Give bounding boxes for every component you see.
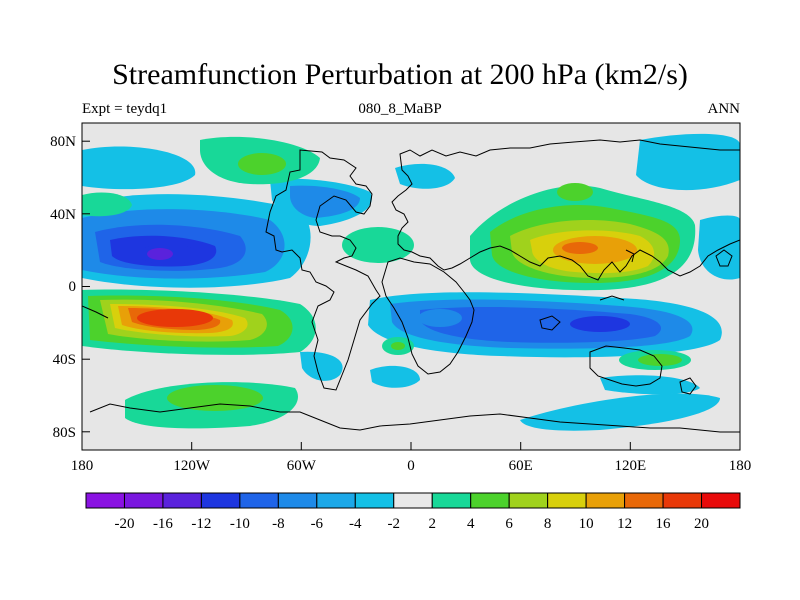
colorbar-label: -16 [153,516,173,532]
chart-title: Streamfunction Perturbation at 200 hPa (… [112,58,688,91]
contour-region-eurasia-high [470,183,696,291]
lon-tick-label: 180 [71,458,94,474]
colorbar-box [508,492,549,509]
lat-tick-label: 0 [69,279,77,295]
latitude-labels: 80N 40N 0 40S 80S [50,134,76,441]
colorbar-label: -6 [311,516,324,532]
colorbar-box [470,492,510,509]
lon-tick-label: 120W [173,458,211,474]
colorbar-label: 2 [428,516,436,532]
time-label: 080_8_MaBP [358,101,442,117]
colorbar-box [239,492,279,509]
lon-tick-label: 60W [287,458,317,474]
colorbar-box [624,492,664,509]
lat-tick-label: 80N [50,134,76,150]
lat-tick-label: 80S [53,425,76,441]
coastlines [82,139,740,433]
lat-tick-label: 40S [53,352,76,368]
colorbar-box [200,492,241,509]
colorbar-box [162,492,202,509]
lon-tick-label: 180 [729,458,752,474]
colorbar-box [547,492,587,509]
colorbar-label: 8 [544,516,552,532]
colorbar-box [431,492,472,509]
lat-tick-label: 40N [50,207,76,223]
colorbar-label: -2 [388,516,401,532]
colorbar-label: 16 [656,516,672,532]
experiment-label: Expt = teydq1 [82,101,168,117]
season-label: ANN [707,101,741,117]
colorbar [85,492,741,509]
lon-tick-label: 0 [407,458,415,474]
colorbar-box [316,492,356,509]
colorbar-label: 10 [579,516,594,532]
longitude-labels: 180 120W 60W 0 60E 120E 180 [71,458,752,474]
lon-tick-label: 120E [614,458,646,474]
colorbar-box [354,492,395,509]
colorbar-box [585,492,626,509]
colorbar-label: -10 [230,516,250,532]
colorbar-label: 12 [617,516,632,532]
contour-region-small-features [82,136,691,370]
contour-region-south-pacific-high [82,289,316,355]
axis-ticks [81,140,741,450]
lon-tick-label: 60E [509,458,533,474]
colorbar-box [662,492,703,509]
colorbar-box [123,492,164,509]
colorbar-label: -4 [349,516,362,532]
colorbar-box [393,492,433,509]
colorbar-label: 4 [467,516,475,532]
colorbar-box [85,492,125,509]
colorbar-label: -8 [272,516,285,532]
colorbar-box [701,492,741,509]
contour-region-north-atlantic-low [270,178,372,226]
field-contours [82,133,740,431]
colorbar-box [277,492,318,509]
colorbar-label: -20 [114,516,134,532]
colorbar-labels: -20 -16 -12 -10 -8 -6 -4 -2 2 4 6 8 10 12 16 20 [114,516,709,532]
contour-region-north-pacific-low [82,194,311,288]
colorbar-label: 20 [694,516,709,532]
colorbar-label: -12 [191,516,211,532]
colorbar-label: 6 [505,516,513,532]
